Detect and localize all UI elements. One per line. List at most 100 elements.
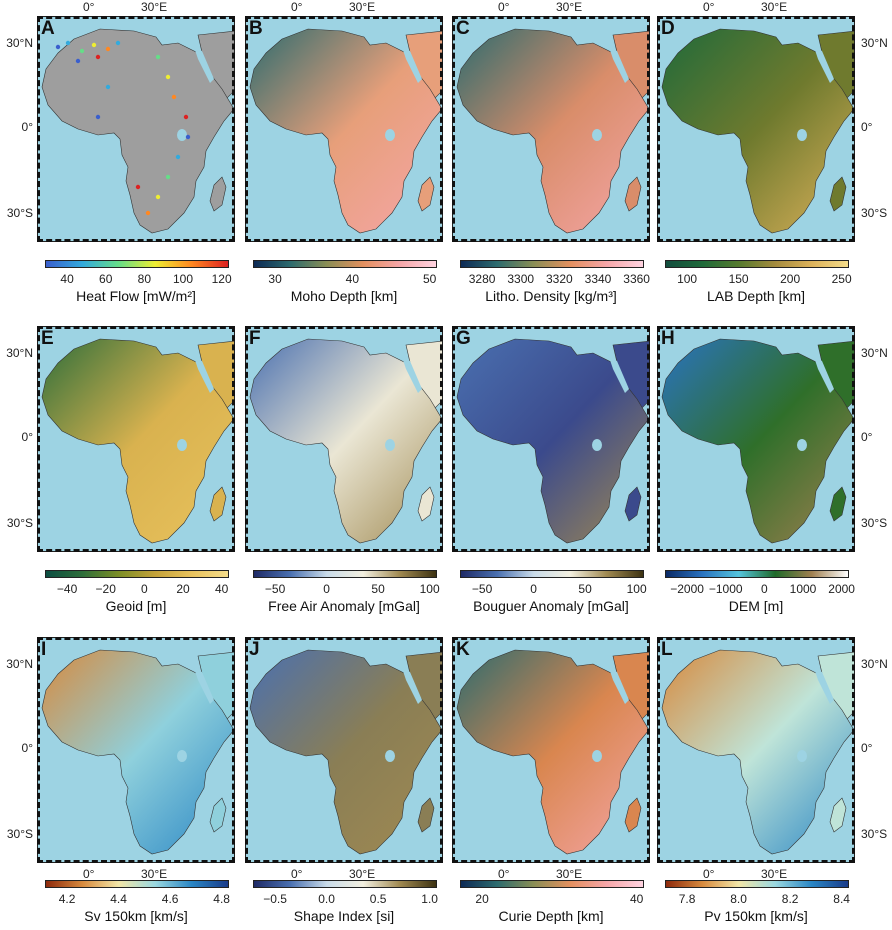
- lat-tick-label: 30°S: [861, 206, 888, 220]
- colorbar-ticks: 4.2 4.4 4.6 4.8: [45, 892, 230, 906]
- lat-tick-label: 30°N: [861, 36, 888, 50]
- colorbar-title: Moho Depth [km]: [290, 288, 398, 304]
- colorbar-ticks: 3280 3300 3320 3340 3360: [460, 272, 650, 286]
- africa-map-svg: [249, 338, 442, 544]
- colorbar-tick-label: 120: [211, 272, 232, 286]
- heat-flow-point: [105, 46, 111, 52]
- colorbar-f: −50 0 50 100 Free Air Anomaly [mGal]: [245, 568, 443, 620]
- lat-tick-label: 0°: [21, 430, 33, 444]
- red-sea: [402, 357, 422, 393]
- lake-victoria: [177, 750, 187, 762]
- heat-flow-point: [145, 210, 151, 216]
- colorbar-title: Shape Index [si]: [293, 908, 395, 924]
- heat-flow-point: [155, 194, 161, 200]
- lake-victoria: [385, 750, 395, 762]
- colorbar-ticks: −2000 −1000 0 1000 2000: [665, 582, 855, 596]
- map-area: [245, 326, 443, 552]
- map-panel-e: E 30°N 0° 30°S: [6, 326, 235, 552]
- red-sea: [814, 357, 834, 393]
- africa-landmass: [249, 649, 442, 855]
- colorbar-ticks: −40 −20 0 20 40: [45, 582, 229, 596]
- madagascar-landmass: [417, 797, 435, 833]
- red-sea: [814, 47, 834, 83]
- colorbar-ticks: −50 0 50 100: [460, 582, 647, 596]
- colorbar-tick-label: −50: [264, 582, 286, 596]
- lat-tick-label: 0°: [861, 741, 873, 755]
- lon-tick-label: 30°E: [761, 0, 788, 14]
- africa-map-svg: [249, 649, 442, 855]
- colorbar-j: −0.5 0.0 0.5 1.0 Shape Index [si]: [245, 878, 443, 930]
- panel-letter: A: [41, 18, 55, 39]
- colorbar-gradient: [665, 880, 849, 888]
- colorbar-ticks: 20 40: [460, 892, 644, 906]
- heat-flow-point: [175, 154, 181, 160]
- lon-tick-label: 0°: [291, 867, 303, 881]
- lon-tick-label: 0°: [703, 0, 715, 14]
- panel-letter: B: [249, 18, 263, 39]
- africa-landmass: [661, 338, 854, 544]
- africa-map-svg: [249, 28, 442, 234]
- colorbar-tick-label: 8.0: [730, 892, 747, 906]
- colorbar-title: Sv 150km [km/s]: [84, 908, 188, 924]
- colorbar-title: Litho. Density [kg/m³]: [485, 288, 617, 304]
- colorbar-gradient: [45, 570, 229, 578]
- map-area: [245, 16, 443, 242]
- africa-landmass: [249, 338, 442, 544]
- colorbar-title: Pv 150km [km/s]: [704, 908, 808, 924]
- red-sea: [814, 668, 834, 704]
- africa-landmass: [456, 649, 649, 855]
- colorbar-gradient: [253, 570, 437, 578]
- colorbar-gradient: [665, 570, 849, 578]
- lake-victoria: [797, 439, 807, 451]
- heat-flow-point: [155, 54, 161, 60]
- lon-tick-label: 30°E: [349, 867, 376, 881]
- lat-tick-label: 30°S: [6, 827, 33, 841]
- africa-map-svg: [456, 338, 649, 544]
- colorbar-tick-label: 100: [626, 582, 647, 596]
- map-panel-i: I 0° 30°E 30°N 0° 30°S: [6, 637, 235, 881]
- colorbar-tick-label: 1.0: [421, 892, 438, 906]
- lat-tick-label: 30°S: [861, 827, 888, 841]
- colorbar-l: 7.8 8.0 8.2 8.4 Pv 150km [km/s]: [657, 878, 855, 930]
- colorbar-ticks: 7.8 8.0 8.2 8.4: [665, 892, 850, 906]
- lon-tick-label: 30°E: [141, 0, 168, 14]
- map-panel-c: C 0° 30°E: [452, 0, 650, 242]
- lat-tick-label: 0°: [861, 120, 873, 134]
- map-area: [657, 637, 855, 863]
- lat-tick-label: 30°N: [6, 346, 33, 360]
- colorbar-ticks: 100 150 200 250: [665, 272, 852, 286]
- colorbar-tick-label: −1000: [708, 582, 743, 596]
- colorbar-gradient: [460, 570, 644, 578]
- colorbar-b: 30 40 50 Moho Depth [km]: [245, 258, 443, 310]
- colorbar-tick-label: 4.2: [58, 892, 76, 906]
- lake-victoria: [592, 129, 602, 141]
- colorbar-tick-label: 3320: [546, 272, 573, 286]
- lon-tick-label: 30°E: [556, 0, 583, 14]
- lat-tick-label: 30°N: [6, 36, 33, 50]
- map-panel-j: J 0° 30°E: [245, 637, 443, 881]
- panel-letter: F: [249, 328, 261, 349]
- colorbar-tick-label: 40: [345, 272, 360, 286]
- colorbar-tick-label: 4.6: [161, 892, 179, 906]
- colorbar-tick-label: 4.8: [213, 892, 230, 906]
- africa-map-svg: [456, 28, 649, 234]
- madagascar-landmass: [209, 797, 227, 833]
- colorbar-tick-label: 200: [780, 272, 801, 286]
- lat-tick-label: 30°N: [6, 657, 33, 671]
- heat-flow-point: [171, 94, 177, 100]
- africa-map-svg: [661, 649, 854, 855]
- colorbar-gradient: [665, 260, 849, 268]
- heat-flow-point: [165, 74, 171, 80]
- colorbar-tick-label: 0: [530, 582, 537, 596]
- red-sea: [194, 357, 214, 393]
- colorbar-gradient: [460, 880, 644, 888]
- lon-tick-label: 0°: [498, 867, 510, 881]
- heat-flow-point: [55, 44, 61, 50]
- colorbar-c: 3280 3300 3320 3340 3360 Litho. Density [kg/m…: [452, 258, 650, 310]
- heat-flow-point: [79, 48, 85, 54]
- colorbar-tick-label: 3300: [507, 272, 535, 286]
- map-panel-h: H 30°N 0° 30°S: [657, 326, 888, 552]
- map-panel-k: K 0° 30°E: [452, 637, 650, 881]
- colorbar-tick-label: 3280: [468, 272, 496, 286]
- lake-victoria: [797, 750, 807, 762]
